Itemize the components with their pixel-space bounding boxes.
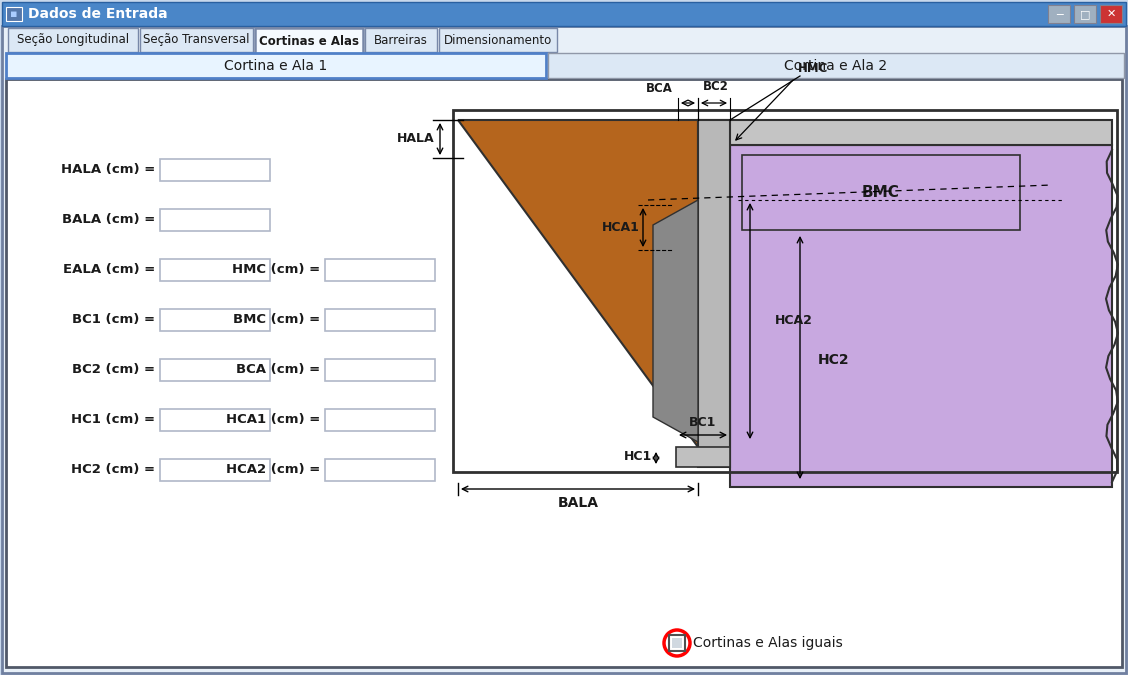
Text: HC2 (cm) =: HC2 (cm) = <box>71 464 155 477</box>
Text: HALA: HALA <box>397 132 434 146</box>
Text: Cortina e Ala 2: Cortina e Ala 2 <box>784 59 888 72</box>
Bar <box>325 309 435 331</box>
Text: Barreiras: Barreiras <box>374 34 428 47</box>
Bar <box>325 259 435 281</box>
Text: □: □ <box>1079 9 1091 19</box>
Bar <box>698 120 1112 145</box>
Bar <box>140 28 253 52</box>
Text: BCA: BCA <box>646 82 673 95</box>
Bar <box>6 79 1122 667</box>
Text: HCA1 (cm) =: HCA1 (cm) = <box>226 414 320 427</box>
Bar <box>255 28 363 55</box>
Text: HMC (cm) =: HMC (cm) = <box>232 263 320 277</box>
Text: Seção Longitudinal: Seção Longitudinal <box>17 34 129 47</box>
Bar <box>2 2 1126 26</box>
Bar <box>325 459 435 481</box>
Bar <box>742 155 1020 230</box>
Text: BC2: BC2 <box>703 80 729 92</box>
Text: HC1: HC1 <box>624 450 652 464</box>
Text: BALA (cm) =: BALA (cm) = <box>62 213 155 227</box>
Bar <box>730 145 1112 487</box>
Bar <box>160 209 270 231</box>
Bar <box>676 447 730 467</box>
Bar <box>1048 5 1070 23</box>
Bar <box>8 28 138 52</box>
Text: Cortina e Ala 1: Cortina e Ala 1 <box>224 59 327 72</box>
Bar <box>160 159 270 181</box>
Text: BMC (cm) =: BMC (cm) = <box>232 313 320 327</box>
Text: HC2: HC2 <box>818 353 849 367</box>
Bar <box>160 259 270 281</box>
Polygon shape <box>653 200 698 442</box>
Text: BC1 (cm) =: BC1 (cm) = <box>72 313 155 327</box>
Text: ✕: ✕ <box>1107 9 1116 19</box>
Text: Dimensionamento: Dimensionamento <box>444 34 552 47</box>
Bar <box>6 7 23 21</box>
Bar <box>439 28 557 52</box>
Text: HC1 (cm) =: HC1 (cm) = <box>71 414 155 427</box>
Bar <box>6 53 546 78</box>
Text: ▪: ▪ <box>10 9 18 19</box>
Text: BCA (cm) =: BCA (cm) = <box>236 364 320 377</box>
Bar <box>160 309 270 331</box>
Bar <box>160 359 270 381</box>
Bar <box>1074 5 1096 23</box>
Text: BMC: BMC <box>862 185 900 200</box>
Bar <box>365 28 437 52</box>
Text: HMC: HMC <box>797 61 828 74</box>
Text: EALA (cm) =: EALA (cm) = <box>63 263 155 277</box>
Text: Cortinas e Alas: Cortinas e Alas <box>259 35 359 48</box>
Bar <box>669 635 685 651</box>
Text: Dados de Entrada: Dados de Entrada <box>28 7 168 21</box>
Bar <box>453 110 1117 472</box>
Text: BALA: BALA <box>557 496 599 510</box>
Text: BC2 (cm) =: BC2 (cm) = <box>72 364 155 377</box>
Bar <box>325 409 435 431</box>
Text: HCA2 (cm) =: HCA2 (cm) = <box>226 464 320 477</box>
Text: HCA2: HCA2 <box>775 315 813 327</box>
Polygon shape <box>458 120 698 447</box>
Bar <box>548 53 1123 78</box>
Bar <box>698 120 730 467</box>
Text: ─: ─ <box>1056 9 1063 19</box>
Text: HALA (cm) =: HALA (cm) = <box>61 163 155 176</box>
Bar <box>1100 5 1122 23</box>
Text: Seção Transversal: Seção Transversal <box>143 34 249 47</box>
Bar <box>160 459 270 481</box>
Bar <box>672 638 682 648</box>
Text: HCA1: HCA1 <box>602 221 640 234</box>
Text: BC1: BC1 <box>689 416 716 429</box>
Bar <box>160 409 270 431</box>
Bar <box>325 359 435 381</box>
Text: Cortinas e Alas iguais: Cortinas e Alas iguais <box>693 636 843 650</box>
